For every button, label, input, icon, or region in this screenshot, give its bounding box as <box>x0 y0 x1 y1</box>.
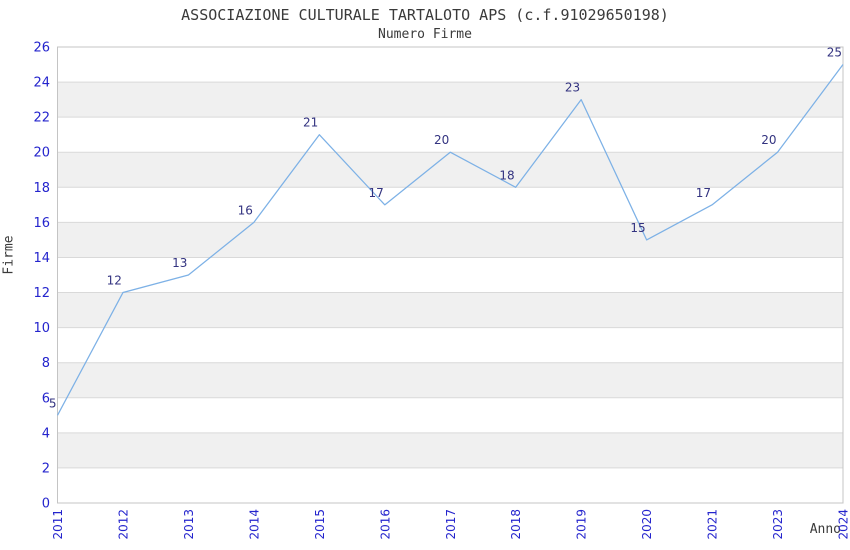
y-tick-label: 22 <box>33 111 50 126</box>
x-tick-label: 2016 <box>378 509 392 540</box>
plot-band <box>57 362 843 398</box>
chart-subtitle: Numero Firme <box>378 27 472 42</box>
y-tick-label: 14 <box>33 251 50 266</box>
x-tick-label: 2011 <box>51 509 65 540</box>
x-tick-label: 2013 <box>182 509 196 540</box>
plot-band <box>57 432 843 468</box>
data-point-label: 12 <box>107 274 122 288</box>
chart-title: ASSOCIAZIONE CULTURALE TARTALOTO APS (c.… <box>181 6 669 24</box>
y-tick-label: 24 <box>33 76 50 91</box>
data-point-label: 5 <box>49 396 57 410</box>
x-tick-label: 2017 <box>444 509 458 540</box>
x-tick-label: 2014 <box>247 509 261 540</box>
x-tick-label: 2018 <box>509 509 523 540</box>
y-tick-label: 16 <box>33 216 50 231</box>
y-tick-label: 6 <box>42 391 50 406</box>
y-tick-label: 4 <box>42 426 50 441</box>
y-tick-label: 12 <box>33 286 50 301</box>
data-point-label: 20 <box>434 133 449 147</box>
y-tick-label: 10 <box>33 321 50 336</box>
data-point-label: 21 <box>303 116 318 130</box>
data-point-label: 25 <box>827 46 842 60</box>
x-tick-label: 2019 <box>575 509 589 540</box>
data-point-label: 17 <box>696 186 711 200</box>
data-point-label: 20 <box>761 133 776 147</box>
plot-band <box>57 152 843 188</box>
x-tick-label: 2024 <box>837 509 850 540</box>
plot-band <box>57 82 843 118</box>
data-point-label: 23 <box>565 81 580 95</box>
data-point-label: 15 <box>630 221 645 235</box>
data-point-label: 16 <box>238 203 253 217</box>
y-tick-label: 26 <box>33 41 50 56</box>
y-tick-label: 2 <box>42 461 50 476</box>
x-tick-label: 2015 <box>313 509 327 540</box>
data-point-label: 13 <box>172 256 187 270</box>
y-tick-label: 18 <box>33 181 50 196</box>
data-point-label: 18 <box>499 168 514 182</box>
x-tick-label: 2023 <box>771 509 785 540</box>
data-point-label: 17 <box>369 186 384 200</box>
x-tick-label: 2020 <box>640 509 654 540</box>
y-tick-label: 20 <box>33 146 50 161</box>
plot-band <box>57 222 843 258</box>
plot-border <box>57 46 844 504</box>
y-tick-label: 8 <box>42 356 50 371</box>
x-tick-label: 2012 <box>116 509 130 540</box>
data-line <box>56 64 844 416</box>
x-tick-label: 2021 <box>706 509 720 540</box>
plot-band <box>57 292 843 328</box>
y-tick-label: 0 <box>42 497 50 512</box>
x-axis-label: Anno <box>809 522 841 537</box>
